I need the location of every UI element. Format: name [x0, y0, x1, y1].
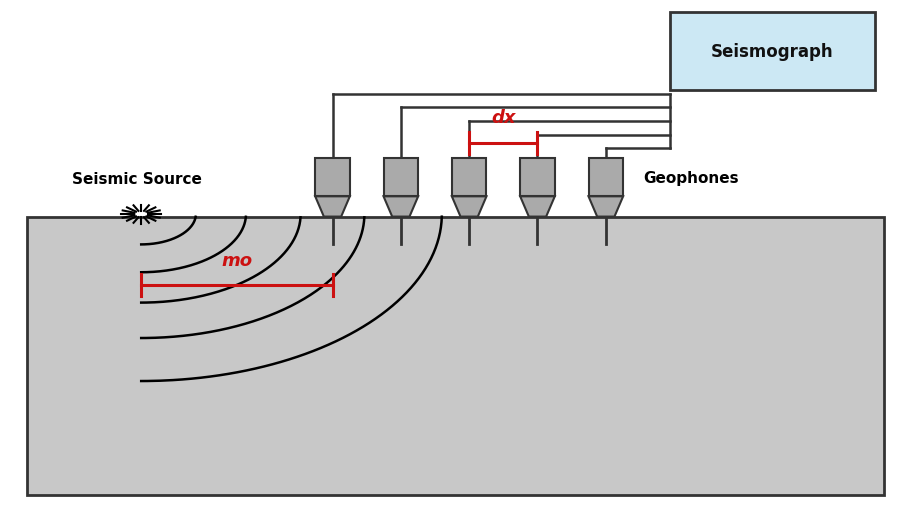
Text: Geophones: Geophones: [643, 171, 739, 185]
Bar: [384, 159, 418, 197]
Bar: [452, 159, 486, 197]
Bar: [520, 159, 555, 197]
Polygon shape: [589, 197, 623, 217]
Bar: [589, 159, 623, 197]
Polygon shape: [315, 197, 350, 217]
Polygon shape: [452, 197, 486, 217]
Text: mo: mo: [221, 251, 252, 269]
Polygon shape: [384, 197, 418, 217]
Bar: [27, 217, 884, 495]
Text: Seismic Source: Seismic Source: [72, 172, 201, 187]
Bar: [315, 159, 350, 197]
Text: dx: dx: [491, 108, 516, 126]
Polygon shape: [520, 197, 555, 217]
Bar: [670, 13, 875, 91]
Text: Seismograph: Seismograph: [711, 43, 834, 61]
